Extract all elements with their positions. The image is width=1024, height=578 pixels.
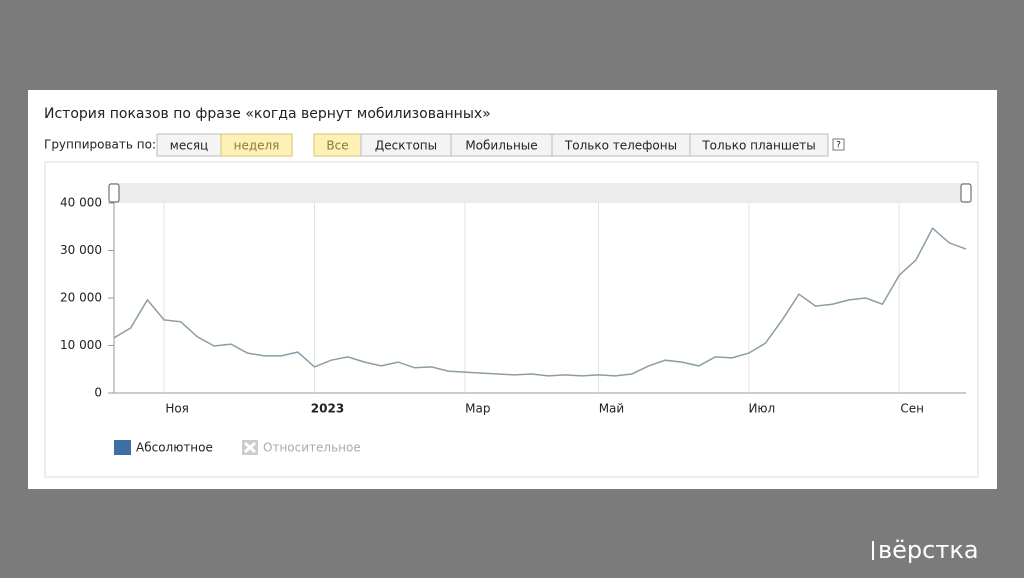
x-tick-label: Сен — [900, 402, 924, 416]
panel-title: История показов по фразе «когда вернут м… — [44, 106, 491, 122]
legend-icon — [243, 441, 257, 454]
y-tick-label: 30 000 — [60, 243, 102, 257]
x-tick-label: Май — [599, 402, 625, 416]
button[interactable] — [220, 133, 293, 157]
y-tick-label: 10 000 — [60, 338, 102, 352]
y-tick-label: 20 000 — [60, 291, 102, 305]
legend-swatch[interactable] — [114, 440, 131, 455]
button-label[interactable]: Только планшеты — [701, 139, 815, 153]
x-tick-label: Мар — [465, 402, 490, 416]
legend-label[interactable]: Абсолютное — [136, 441, 213, 455]
x-tick-label: 2023 — [311, 402, 344, 416]
y-tick-label: 40 000 — [60, 196, 102, 210]
group-label: Группировать по: — [44, 138, 156, 152]
scroll-handle[interactable] — [108, 183, 120, 203]
help-label[interactable]: ? — [836, 141, 841, 151]
legend-label-disabled[interactable]: Относительное — [263, 441, 361, 455]
button-label[interactable]: Десктопы — [375, 139, 437, 153]
scrollbar[interactable] — [110, 183, 970, 203]
x-tick-label: Июл — [748, 402, 775, 416]
watermark: вёрстка — [878, 536, 979, 564]
button-label[interactable]: Только телефоны — [564, 139, 677, 153]
button-label[interactable]: месяц — [170, 139, 208, 153]
y-tick-label: 0 — [94, 386, 102, 400]
button-label[interactable]: Все — [326, 139, 348, 153]
button-label[interactable]: Мобильные — [465, 139, 537, 153]
x-tick-label: Ноя — [165, 402, 189, 416]
button[interactable] — [689, 133, 829, 157]
button-label[interactable]: неделя — [234, 139, 280, 153]
help-icon[interactable] — [832, 138, 845, 151]
chart-frame — [44, 161, 979, 478]
scroll-handle[interactable] — [960, 183, 972, 203]
data-line — [113, 227, 967, 377]
